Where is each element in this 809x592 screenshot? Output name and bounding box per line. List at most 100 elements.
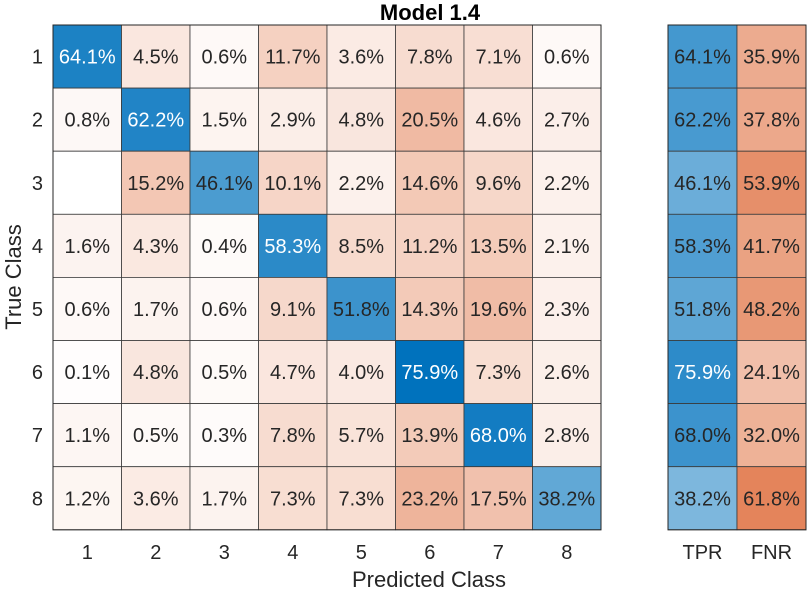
tpr-value: 58.3%: [674, 236, 731, 258]
off-diagonal-cell: [52, 150, 122, 215]
off-diagonal-cell: [326, 87, 396, 152]
y-tick-label: 6: [32, 362, 43, 384]
y-tick-label: 2: [32, 110, 43, 132]
fnr-value: 37.8%: [743, 110, 800, 132]
cell-value: 7.8%: [407, 47, 453, 69]
off-diagonal-cell: [395, 466, 465, 531]
cell-value: 7.3%: [338, 488, 384, 510]
off-diagonal-cell: [258, 276, 328, 341]
y-tick-label: 7: [32, 425, 43, 447]
off-diagonal-cell: [258, 24, 328, 89]
cell-value: 2.8%: [544, 425, 590, 447]
cell-value: 2.6%: [544, 362, 590, 384]
cell-value: 13.9%: [401, 425, 458, 447]
cell-value: 9.1%: [270, 299, 316, 321]
cell-value: 4.5%: [133, 47, 179, 69]
fnr-value: 32.0%: [743, 425, 800, 447]
cell-value: 1.7%: [133, 299, 179, 321]
cell-value: 68.0%: [470, 425, 527, 447]
off-diagonal-cell: [258, 403, 328, 468]
tpr-cell: [667, 466, 738, 531]
cell-value: 4.0%: [338, 362, 384, 384]
diagonal-cell: [395, 340, 465, 404]
cell-value: 19.6%: [470, 299, 527, 321]
cell-value: 1.5%: [201, 110, 247, 132]
off-diagonal-cell: [395, 403, 465, 468]
y-tick-label: 8: [32, 488, 43, 510]
cell-value: 7.1%: [475, 47, 521, 69]
cell-value: 0.6%: [64, 299, 110, 321]
cell-value: 8.5%: [338, 236, 384, 258]
diagonal-cell: [52, 24, 122, 89]
off-diagonal-cell: [463, 150, 533, 215]
off-diagonal-cell: [326, 213, 396, 278]
cell-value: 62.2%: [127, 110, 184, 132]
cell-value: 4.3%: [133, 236, 179, 258]
diagonal-cell: [258, 213, 328, 278]
y-tick-label: 3: [32, 173, 43, 195]
cell-value: 5.7%: [338, 425, 384, 447]
y-tick-label: 4: [32, 236, 43, 258]
y-tick-label: 5: [32, 299, 43, 321]
off-diagonal-cell: [258, 150, 328, 215]
cell-value: 0.3%: [201, 425, 247, 447]
fnr-cell: [736, 87, 807, 152]
off-diagonal-cell: [532, 403, 602, 468]
cell-value: 1.1%: [64, 425, 110, 447]
cell-value: 14.6%: [401, 173, 458, 195]
off-diagonal-cell: [121, 150, 191, 215]
cell-value: 2.2%: [338, 173, 384, 195]
cell-value: 7.3%: [475, 362, 521, 384]
fnr-cell: [736, 24, 807, 89]
off-diagonal-cell: [121, 213, 191, 278]
off-diagonal-cell: [189, 403, 259, 468]
off-diagonal-cell: [326, 150, 396, 215]
fnr-value: 48.2%: [743, 299, 800, 321]
diagonal-cell: [326, 276, 396, 341]
fnr-value: 61.8%: [743, 488, 800, 510]
cell-value: 9.6%: [475, 173, 521, 195]
cell-value: 13.5%: [470, 236, 527, 258]
cell-value: 0.4%: [201, 236, 247, 258]
cell-value: 75.9%: [401, 362, 458, 384]
chart-title: Model 1.4: [380, 0, 481, 25]
cell-value: 51.8%: [333, 299, 390, 321]
fnr-cell: [736, 276, 807, 341]
off-diagonal-cell: [395, 213, 465, 278]
cell-value: 7.8%: [270, 425, 316, 447]
off-diagonal-cell: [258, 466, 328, 531]
cell-value: 4.6%: [475, 110, 521, 132]
cell-value: 7.3%: [270, 488, 316, 510]
tpr-value: 46.1%: [674, 173, 731, 195]
tpr-value: 51.8%: [674, 299, 731, 321]
summary-frame: [667, 24, 807, 531]
cell-value: 0.6%: [201, 47, 247, 69]
off-diagonal-cell: [532, 87, 602, 152]
cell-value: 4.7%: [270, 362, 316, 384]
cell-value: 58.3%: [264, 236, 321, 258]
off-diagonal-cell: [532, 150, 602, 215]
off-diagonal-cell: [258, 340, 328, 404]
x-tick-label: 4: [287, 542, 298, 564]
x-tick-labels: 1 2 3 4 5 6 7 8: [82, 542, 573, 564]
y-axis-label: True Class: [1, 224, 26, 330]
matrix-frame: [52, 24, 602, 531]
off-diagonal-cell: [189, 340, 259, 404]
off-diagonal-cell: [395, 87, 465, 152]
off-diagonal-cell: [52, 403, 122, 468]
off-diagonal-cell: [121, 403, 191, 468]
cell-value: 11.7%: [265, 47, 320, 69]
cell-value: 1.2%: [64, 488, 110, 510]
off-diagonal-cell: [326, 24, 396, 89]
cell-value: 2.7%: [544, 110, 590, 132]
tpr-value: 38.2%: [674, 488, 731, 510]
cell-value: 14.3%: [401, 299, 458, 321]
cell-value: 4.8%: [133, 362, 179, 384]
tpr-value: 62.2%: [674, 110, 731, 132]
row-summary: 64.1% 35.9% 62.2% 37.8% 46.1% 53.9% 58.3% 41.7%…: [667, 24, 807, 564]
cell-value: 46.1%: [196, 173, 253, 195]
tpr-value: 75.9%: [674, 362, 731, 384]
x-tick-label: 6: [424, 542, 435, 564]
cell-value: 2.9%: [270, 110, 316, 132]
off-diagonal-cell: [463, 340, 533, 404]
